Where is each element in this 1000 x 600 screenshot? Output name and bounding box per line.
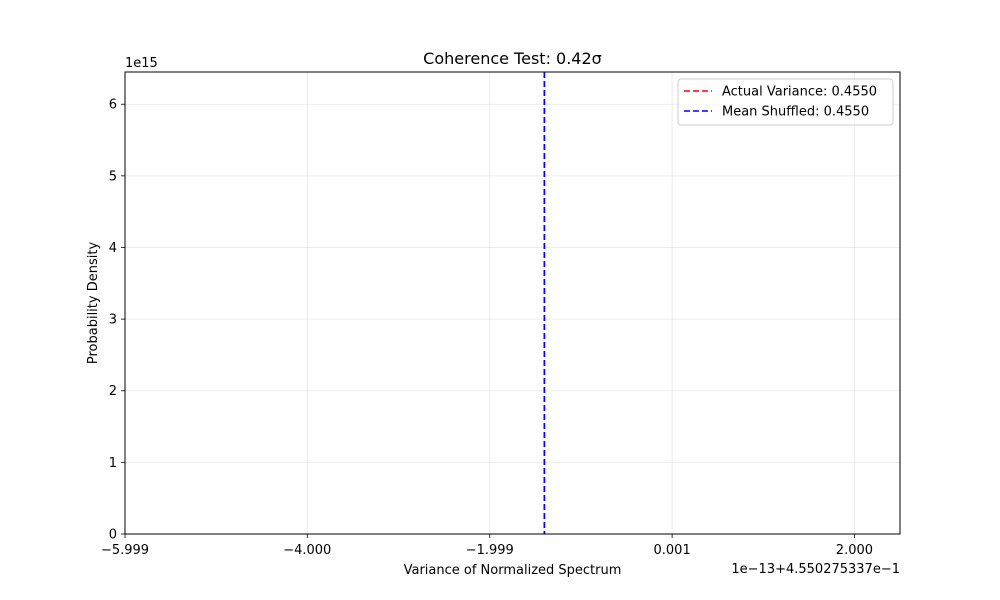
x-tick-label: 0.001 bbox=[654, 543, 691, 558]
legend: Actual Variance: 0.4550 Mean Shuffled: 0.… bbox=[677, 78, 894, 126]
legend-label: Actual Variance: 0.4550 bbox=[722, 85, 877, 100]
y-tick-label: 0 bbox=[109, 528, 117, 543]
y-tick-label: 4 bbox=[109, 241, 117, 256]
x-axis-label: Variance of Normalized Spectrum bbox=[404, 563, 622, 578]
legend-box bbox=[677, 78, 894, 126]
x-tick-label: −4.000 bbox=[283, 543, 331, 558]
grid bbox=[124, 72, 900, 535]
x-tick-label: −5.999 bbox=[101, 543, 149, 558]
y-scale-label: 1e15 bbox=[125, 56, 158, 71]
x-tick-label: −1.999 bbox=[466, 543, 514, 558]
chart-title: Coherence Test: 0.42σ bbox=[423, 49, 602, 68]
ticks: −5.999 −4.000 −1.999 0.001 2.000 0 1 2 3 4 5 6 bbox=[101, 98, 873, 558]
legend-label: Mean Shuffled: 0.4550 bbox=[722, 105, 869, 120]
axes-frame bbox=[124, 71, 901, 535]
y-tick-label: 6 bbox=[109, 98, 117, 113]
y-tick-label: 2 bbox=[109, 384, 117, 399]
y-tick-label: 1 bbox=[109, 456, 117, 471]
y-tick-label: 3 bbox=[109, 313, 117, 328]
x-offset-label: 1e−13+4.550275337e−1 bbox=[731, 562, 900, 577]
y-tick-label: 5 bbox=[109, 169, 117, 184]
x-tick-label: 2.000 bbox=[836, 543, 873, 558]
y-axis-label: Probability Density bbox=[86, 242, 101, 365]
